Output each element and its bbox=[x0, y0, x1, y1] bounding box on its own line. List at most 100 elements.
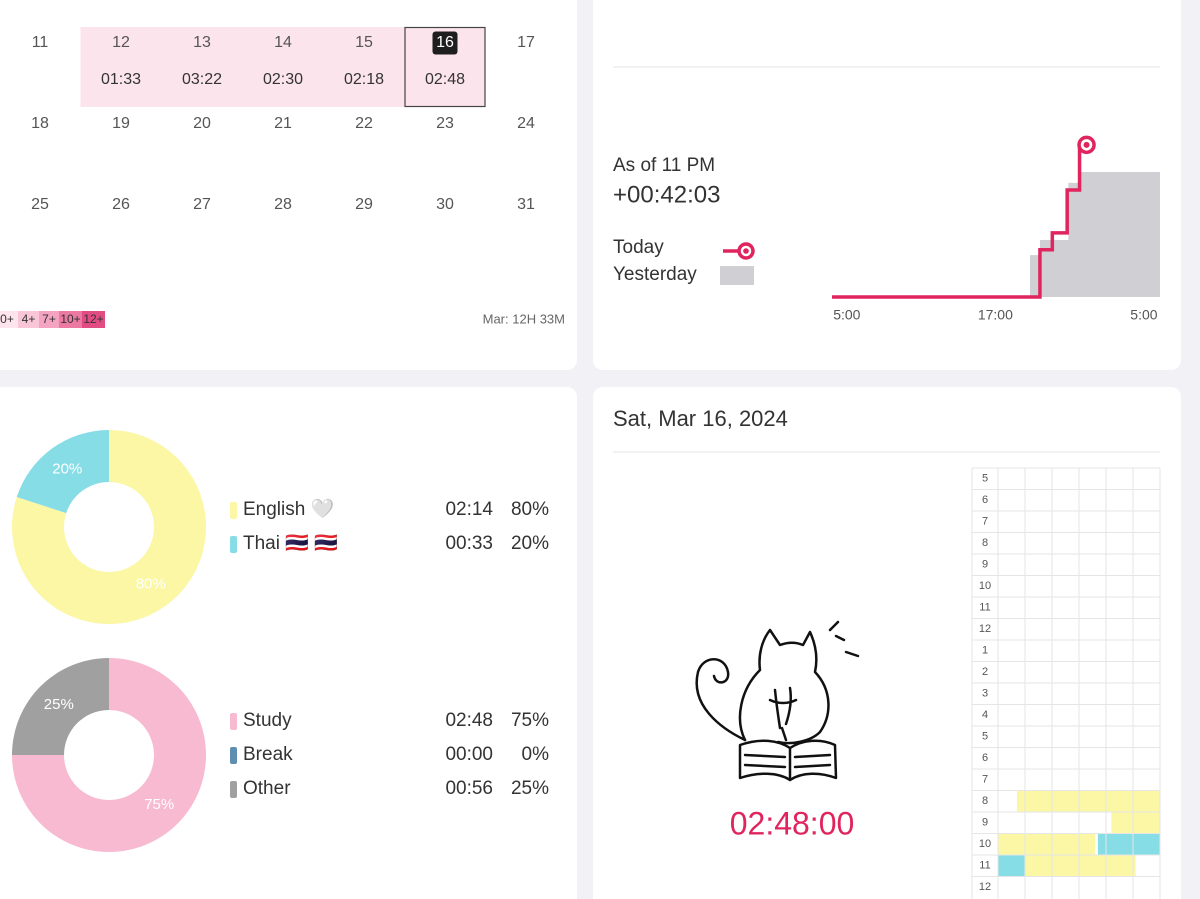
hour-label: 12 bbox=[979, 881, 991, 893]
session-block bbox=[998, 833, 1096, 855]
day-number: 31 bbox=[517, 196, 535, 213]
day-number: 27 bbox=[193, 196, 211, 213]
donut-slice bbox=[12, 658, 206, 852]
legend-duration: 00:33 bbox=[445, 533, 493, 554]
day-number: 30 bbox=[436, 196, 454, 213]
cat-illustration bbox=[695, 620, 860, 782]
hour-label: 12 bbox=[979, 623, 991, 635]
day-number: 18 bbox=[31, 115, 49, 132]
day-time: 02:18 bbox=[344, 71, 384, 88]
legend-percent: 80% bbox=[511, 499, 549, 520]
legend-swatch bbox=[39, 311, 59, 328]
legend-swatch bbox=[230, 747, 237, 764]
hour-label: 8 bbox=[982, 537, 988, 549]
legend-swatch bbox=[82, 311, 105, 328]
day-total: 02:48:00 bbox=[730, 805, 855, 841]
day-number: 20 bbox=[193, 115, 211, 132]
legend-label: 4+ bbox=[22, 312, 36, 326]
x-tick-label: 5:00 bbox=[1130, 307, 1157, 323]
slice-label: 25% bbox=[44, 696, 74, 713]
selected-day-border bbox=[404, 26, 486, 108]
session-block bbox=[1111, 812, 1160, 834]
day-number: 16 bbox=[436, 34, 454, 51]
legend-label: Other bbox=[243, 778, 291, 799]
legend-label: 10+ bbox=[60, 312, 80, 326]
day-number: 17 bbox=[517, 34, 535, 51]
legend-swatch bbox=[59, 311, 82, 328]
hour-label: 6 bbox=[982, 752, 988, 764]
day-number: 15 bbox=[355, 34, 373, 51]
progress-difference: +00:42:03 bbox=[613, 181, 720, 208]
legend-duration: 02:14 bbox=[445, 499, 493, 520]
day-number: 12 bbox=[112, 34, 130, 51]
legend-label: Today bbox=[613, 237, 664, 258]
donut-slice bbox=[12, 658, 109, 755]
day-number: 22 bbox=[355, 115, 373, 132]
legend-swatch bbox=[230, 713, 237, 730]
hour-label: 9 bbox=[982, 559, 988, 571]
legend-label: Thai 🇹🇭 🇹🇭 bbox=[243, 532, 338, 554]
day-cell bbox=[242, 27, 324, 107]
x-tick-label: 5:00 bbox=[833, 307, 860, 323]
today-marker-dot bbox=[1083, 141, 1090, 148]
hour-label: 7 bbox=[982, 516, 988, 528]
legend-swatch bbox=[18, 311, 39, 328]
legend-percent: 75% bbox=[511, 710, 549, 731]
day-time: 02:30 bbox=[263, 71, 303, 88]
day-time: 03:22 bbox=[182, 71, 222, 88]
hour-label: 5 bbox=[982, 473, 988, 485]
legend-label: 12+ bbox=[83, 312, 103, 326]
day-number: 26 bbox=[112, 196, 130, 213]
legend-swatch bbox=[230, 536, 237, 553]
donut-slice bbox=[16, 430, 109, 514]
x-tick-label: 17:00 bbox=[978, 307, 1013, 323]
hour-label: 6 bbox=[982, 494, 988, 506]
legend-duration: 00:00 bbox=[445, 744, 493, 765]
day-number: 24 bbox=[517, 115, 535, 132]
hour-label: 7 bbox=[982, 774, 988, 786]
day-cell bbox=[161, 27, 243, 107]
day-number: 13 bbox=[193, 34, 211, 51]
month-summary: Mar: 12H 33M bbox=[483, 311, 565, 326]
slice-label: 80% bbox=[136, 575, 166, 592]
hour-label: 8 bbox=[982, 795, 988, 807]
legend-percent: 25% bbox=[511, 778, 549, 799]
legend-label: Study bbox=[243, 710, 292, 731]
hour-label: 4 bbox=[982, 709, 988, 721]
yesterday-area bbox=[1030, 172, 1160, 297]
legend-swatch bbox=[720, 266, 754, 285]
legend-swatch bbox=[0, 311, 18, 328]
slice-label: 20% bbox=[52, 461, 82, 478]
legend-label: 7+ bbox=[42, 312, 56, 326]
hour-label: 3 bbox=[982, 688, 988, 700]
legend-label: Yesterday bbox=[613, 264, 697, 285]
day-number: 14 bbox=[274, 34, 292, 51]
day-cell bbox=[323, 27, 405, 107]
hour-label: 2 bbox=[982, 666, 988, 678]
legend-label: 0+ bbox=[0, 312, 14, 326]
legend-marker-dot bbox=[743, 248, 749, 254]
day-time: 01:33 bbox=[101, 71, 141, 88]
day-number: 11 bbox=[32, 34, 49, 51]
day-number: 21 bbox=[274, 115, 292, 132]
day-number: 23 bbox=[436, 115, 454, 132]
today-line bbox=[832, 144, 1082, 299]
selected-day-badge bbox=[432, 31, 458, 55]
hour-label: 5 bbox=[982, 731, 988, 743]
progress-subtitle: As of 11 PM bbox=[613, 155, 715, 176]
day-number: 29 bbox=[355, 196, 373, 213]
day-number: 25 bbox=[31, 196, 49, 213]
session-block bbox=[1025, 855, 1136, 877]
day-number: 28 bbox=[274, 196, 292, 213]
session-block bbox=[1097, 833, 1160, 855]
hour-label: 11 bbox=[979, 860, 990, 872]
legend-label: Break bbox=[243, 744, 293, 765]
hour-label: 9 bbox=[982, 817, 988, 829]
day-time: 02:48 bbox=[425, 71, 465, 88]
breakdown-panel bbox=[0, 387, 577, 899]
day-title: Sat, Mar 16, 2024 bbox=[613, 406, 788, 431]
hour-label: 1 bbox=[982, 645, 988, 657]
day-number: 19 bbox=[112, 115, 130, 132]
legend-duration: 02:48 bbox=[445, 710, 493, 731]
